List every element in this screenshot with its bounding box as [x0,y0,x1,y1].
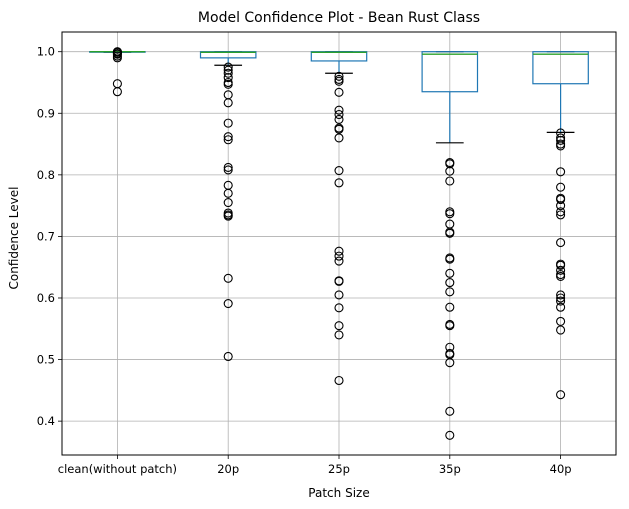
outlier-point [334,109,344,120]
outlier-point [445,159,455,169]
x-tick-label: 40p [550,462,572,476]
outlier-points [112,47,566,440]
y-tick-label: 0.9 [37,106,55,120]
outlier-point [556,135,566,145]
box-4 [532,51,589,133]
outlier-point [223,198,233,208]
outlier-point [556,293,566,303]
outlier-point [334,165,344,176]
outlier-point [334,124,344,134]
outlier-point [223,135,233,145]
outlier-point [445,228,455,238]
outlier-point [334,303,344,313]
box-1 [199,51,257,66]
outlier-point [556,210,566,220]
outlier-point [556,325,566,335]
outlier-point [334,87,344,97]
x-axis-ticks: clean(without patch) 20p 25p 35p 40p [58,455,572,476]
outlier-point [334,330,344,340]
outlier-point [556,390,566,400]
y-axis-label: Confidence Level [7,187,21,290]
chart-title: Model Confidence Plot - Bean Rust Class [198,10,480,26]
outlier-point [334,246,344,256]
y-tick-label: 0.7 [37,229,55,243]
outlier-point [334,251,344,261]
outlier-point [445,278,455,288]
outlier-point [223,118,233,128]
x-tick-label: 25p [328,462,350,476]
outlier-point [223,273,233,283]
iqr-box [532,51,589,85]
outlier-point [223,65,233,75]
outlier-point [445,358,455,368]
outlier-point [445,342,455,352]
outlier-point [223,98,233,108]
outlier-point [556,290,566,300]
outlier-point [112,87,122,97]
outlier-point [334,276,344,286]
y-tick-label: 0.8 [37,168,55,182]
grid-lines [62,32,616,455]
outlier-point [223,68,233,78]
box-2 [310,51,368,74]
outlier-point [223,162,233,173]
outlier-point [556,260,566,270]
outlier-point [556,238,566,248]
outlier-point [334,290,344,300]
outlier-point [556,296,566,306]
outlier-point [445,176,455,186]
outlier-point [556,201,566,211]
outlier-point [556,182,566,192]
y-tick-label: 0.5 [37,353,55,367]
x-tick-label: clean(without patch) [58,462,177,476]
outlier-point [556,128,566,138]
outlier-point [334,71,344,81]
outlier-point [334,256,344,266]
x-axis-label: Patch Size [308,486,369,500]
outlier-point [223,351,233,362]
outlier-point [445,406,455,416]
box-3 [421,51,479,144]
outlier-point [556,167,566,177]
outlier-point [223,165,233,175]
outlier-point [445,430,455,440]
outlier-point [223,73,233,83]
outlier-point [223,79,233,89]
outlier-point [445,268,455,278]
outlier-point [334,178,344,188]
outlier-point [334,76,344,86]
outlier-point [556,271,566,281]
outlier-point [556,207,566,217]
outlier-point [334,133,344,143]
outlier-point [556,302,566,312]
outlier-point [556,265,566,275]
outlier-point [112,53,122,63]
outlier-point [223,188,233,198]
iqr-box [421,51,479,93]
outlier-point [556,141,566,151]
outlier-point [445,166,455,176]
outlier-point [334,321,344,331]
outlier-point [223,211,233,221]
outlier-point [223,298,233,309]
y-tick-label: 0.6 [37,291,55,305]
y-tick-label: 1.0 [37,45,55,59]
outlier-point [445,254,455,264]
outlier-point [334,105,344,115]
outlier-point [445,287,455,297]
outlier-point [445,302,455,312]
y-axis-ticks: 0.4 0.5 0.6 0.7 0.8 0.9 1.0 [37,45,62,428]
x-tick-label: 20p [217,462,239,476]
outlier-point [445,321,455,331]
outlier-point [223,62,233,72]
outlier-point [334,375,344,386]
outlier-point [334,114,344,124]
outlier-point [223,132,233,142]
y-tick-label: 0.4 [37,414,55,428]
outlier-point [556,316,566,326]
outlier-point [556,194,566,205]
x-tick-label: 35p [439,462,461,476]
outlier-point [445,209,455,219]
